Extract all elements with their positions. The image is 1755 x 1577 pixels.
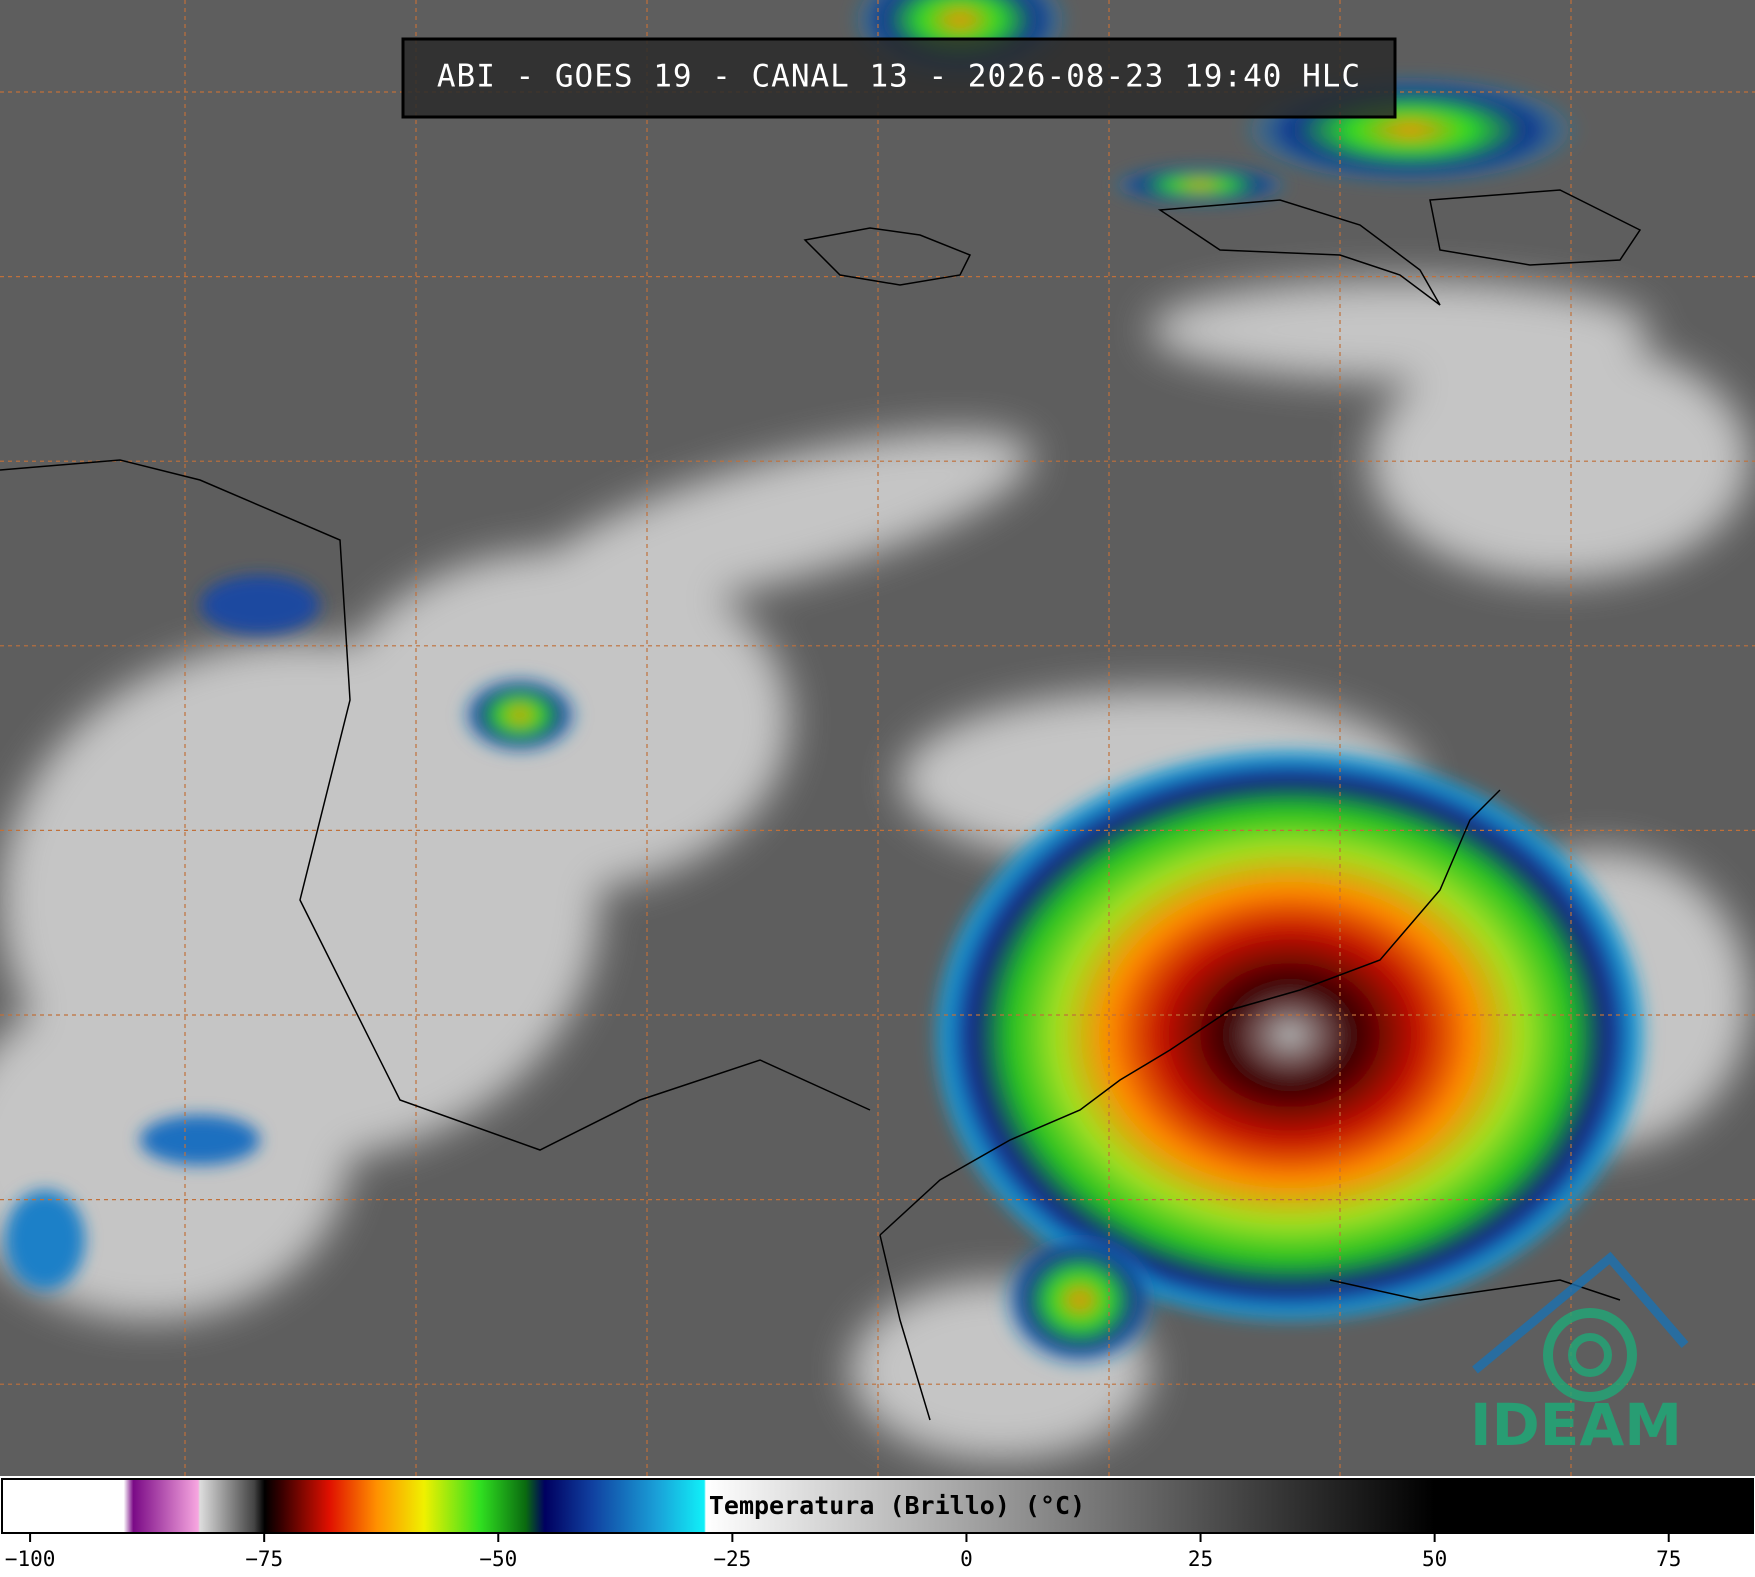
colorbar-tick-label: −100 — [5, 1547, 56, 1571]
graticule — [0, 0, 1755, 1476]
convection — [5, 0, 1650, 1370]
colorbar-tick-label: 50 — [1422, 1547, 1447, 1571]
colorbar-tick-label: −75 — [245, 1547, 283, 1571]
colorbar-tick-label: 25 — [1188, 1547, 1213, 1571]
logo: IDEAM — [1470, 1251, 1689, 1459]
title-box — [401, 37, 1397, 119]
colorbar-tick-label: −25 — [713, 1547, 751, 1571]
colorbar — [1, 1478, 1754, 1534]
islands — [803, 189, 1642, 306]
colorbar-tick-label: 0 — [960, 1547, 973, 1571]
coastlines — [0, 459, 1621, 1421]
colorbar-ticks: −100 −75 −50 −25 0 25 50 75 — [5, 1533, 1681, 1571]
colorbar-tick-label: −50 — [479, 1547, 517, 1571]
title: ABI - GOES 19 - CANAL 13 - 2026-08-23 19… — [437, 59, 1361, 95]
colorbar-label: Temperatura (Brillo) (°C) — [709, 1491, 1085, 1520]
logo-text: IDEAM — [1470, 1391, 1682, 1459]
colorbar-tick-label: 75 — [1656, 1547, 1681, 1571]
